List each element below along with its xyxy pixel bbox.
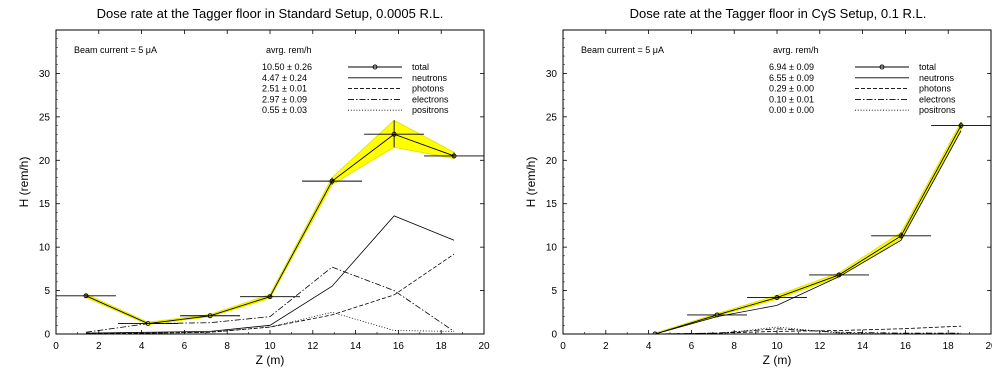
chart-2-ytick-label: 25 (546, 112, 558, 123)
chart-1-legend-marker (372, 64, 378, 70)
chart-2-xtick-label: 16 (900, 341, 912, 352)
chart-2-ytick-label: 15 (546, 199, 558, 210)
chart-1-legend-label: total (412, 62, 429, 72)
chart-1-ytick-label: 25 (39, 112, 51, 123)
chart-1-total-point (207, 313, 213, 319)
chart-1-xtick-label: 16 (393, 341, 405, 352)
chart-1-total-point (391, 131, 397, 137)
chart-1-ytick-label: 0 (44, 330, 50, 341)
chart-2-series-electrons (592, 328, 962, 334)
chart-2: Dose rate at the Tagger floor in CγS Set… (524, 6, 992, 367)
chart-2-plot-area (592, 121, 991, 334)
chart-1-legend-label: photons (412, 84, 445, 94)
chart-1-legend-label: electrons (412, 94, 449, 104)
chart-1-legend-label: neutrons (412, 73, 448, 83)
chart-1-xtick-label: 20 (478, 341, 490, 352)
chart-1-ytick-label: 30 (39, 69, 51, 80)
chart-2-annotation: Beam current = 5 μA (581, 45, 664, 55)
chart-2-xtick-label: 12 (814, 341, 826, 352)
chart-1-ytick-label: 10 (39, 243, 51, 254)
chart-2-total-band (654, 121, 962, 334)
chart-2-ytick-label: 5 (551, 286, 557, 297)
chart-1-ytick-label: 15 (39, 199, 51, 210)
chart-2-xtick-label: 4 (646, 341, 652, 352)
chart-2-frame (562, 29, 992, 335)
chart-1-xtick-label: 18 (436, 341, 448, 352)
chart-2-xtick-label: 14 (857, 341, 869, 352)
chart-2-legend-marker (879, 64, 885, 70)
chart-2-legend-label: electrons (919, 94, 956, 104)
chart-2-series-neutrons (654, 130, 962, 334)
chart-1-frame (55, 29, 485, 335)
chart-1-xlabel: Z (m) (256, 353, 285, 367)
chart-2-ytick-label: 10 (546, 243, 558, 254)
chart-2-xtick-label: 6 (689, 341, 695, 352)
chart-1-legend-label: positrons (412, 105, 449, 115)
chart-2-xtick-label: 18 (943, 341, 955, 352)
chart-2-ytick-label: 30 (546, 69, 558, 80)
chart-2-total-point (958, 123, 964, 128)
chart-2-ylabel: H (rem/h) (524, 157, 538, 208)
chart-2-xtick-label: 10 (771, 341, 783, 352)
chart-1: Dose rate at the Tagger floor in Standar… (17, 6, 490, 367)
chart-1-series-neutrons (85, 215, 455, 334)
chart-1-ytick-label: 5 (44, 286, 50, 297)
chart-2-series-total-line (654, 125, 962, 334)
chart-2-legend-value: 0.00 ± 0.00 (769, 105, 814, 115)
chart-1-annotation: Beam current = 5 μA (74, 45, 157, 55)
chart-2-legend-label: photons (919, 84, 952, 94)
chart-1-xtick-label: 14 (350, 341, 362, 352)
chart-1-xtick-label: 6 (182, 341, 188, 352)
chart-2-total-point (774, 295, 780, 300)
chart-1-total-point (451, 153, 457, 159)
chart-1-total-point (329, 178, 335, 184)
chart-1-total-point (267, 294, 273, 300)
chart-1-legend-value: 2.51 ± 0.01 (262, 84, 307, 94)
chart-2-legend-label: positrons (919, 105, 956, 115)
chart-1-xtick-label: 2 (96, 341, 102, 352)
chart-1-xtick-label: 12 (307, 341, 319, 352)
chart-2-xlabel: Z (m) (763, 353, 792, 367)
chart-1-legend-header: avrg. rem/h (266, 45, 312, 55)
chart-2-xtick-label: 20 (985, 341, 992, 352)
chart-2-legend-value: 0.10 ± 0.01 (769, 94, 814, 104)
chart-1-series-positrons (85, 311, 455, 334)
chart-2-legend-value: 6.94 ± 0.09 (769, 62, 814, 72)
chart-1-total-point (145, 321, 151, 327)
chart-2-xtick-label: 0 (560, 341, 566, 352)
chart-1-legend-value: 0.55 ± 0.03 (262, 105, 307, 115)
chart-1-legend-value: 4.47 ± 0.24 (262, 73, 307, 83)
chart-1-xtick-label: 10 (264, 341, 276, 352)
chart-2-xtick-label: 8 (731, 341, 737, 352)
chart-2-series-photons (592, 325, 962, 334)
chart-1-legend-value: 10.50 ± 0.26 (262, 62, 312, 72)
chart-2-legend-label: neutrons (919, 73, 955, 83)
chart-1-xtick-label: 4 (139, 341, 145, 352)
chart-1-xtick-label: 8 (224, 341, 230, 352)
chart-1-total-point (83, 293, 89, 299)
chart-2-legend-header: avrg. rem/h (773, 45, 819, 55)
chart-2-total-point (836, 272, 842, 278)
chart-2-legend-value: 6.55 ± 0.09 (769, 73, 814, 83)
chart-1-series-electrons (85, 266, 455, 333)
chart-2-total-point (652, 331, 658, 334)
chart-1-legend-value: 2.97 ± 0.09 (262, 94, 307, 104)
chart-2-ytick-label: 0 (551, 330, 557, 341)
chart-2-title: Dose rate at the Tagger floor in CγS Set… (630, 6, 927, 21)
chart-2-xtick-label: 2 (603, 341, 609, 352)
chart-2-ytick-label: 20 (546, 156, 558, 167)
chart-1-plot-area (56, 119, 484, 334)
chart-1-xtick-label: 0 (53, 341, 59, 352)
chart-2-total-point (898, 233, 904, 239)
chart-2-total-point (714, 312, 720, 318)
chart-2-legend-label: total (919, 62, 936, 72)
chart-1-ylabel: H (rem/h) (17, 157, 31, 208)
chart-2-legend-value: 0.29 ± 0.00 (769, 84, 814, 94)
chart-1-ytick-label: 20 (39, 156, 51, 167)
chart-1-title: Dose rate at the Tagger floor in Standar… (97, 6, 444, 21)
